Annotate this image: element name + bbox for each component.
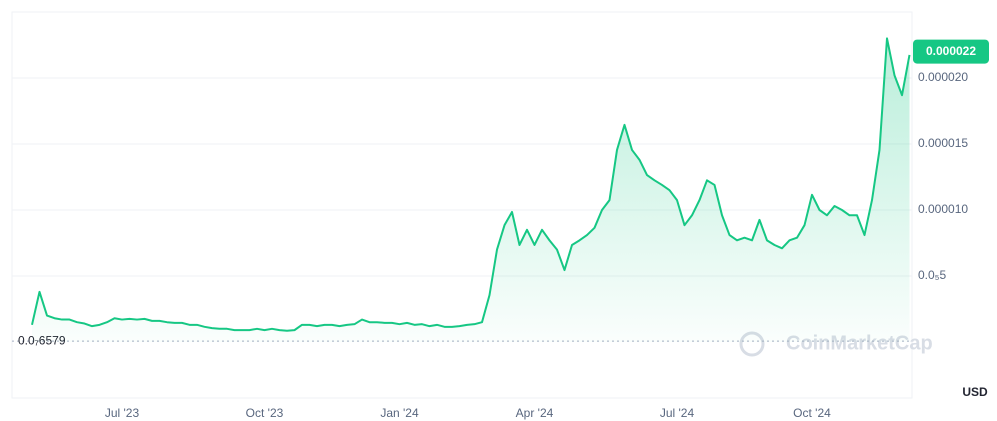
price-tag-label: 0.000022 bbox=[926, 44, 976, 58]
price-area bbox=[32, 38, 910, 343]
x-tick-label: Jul '23 bbox=[105, 406, 140, 420]
price-line bbox=[31, 37, 911, 332]
x-tick-label: Jul '24 bbox=[660, 406, 695, 420]
y-tick-label: 0.000015 bbox=[918, 136, 968, 150]
y-tick-label: 0.000010 bbox=[918, 202, 968, 216]
currency: USD bbox=[962, 385, 988, 399]
x-tick-label: Jan '24 bbox=[380, 406, 419, 420]
x-tick-label: Oct '24 bbox=[793, 406, 831, 420]
x-tick-label: Oct '23 bbox=[246, 406, 284, 420]
price-tag bbox=[913, 39, 989, 64]
y-tick-label: 0.000020 bbox=[918, 70, 968, 84]
x-tick-label: Apr '24 bbox=[516, 406, 554, 420]
y-tick-label: 0.0₅5 bbox=[918, 268, 947, 282]
